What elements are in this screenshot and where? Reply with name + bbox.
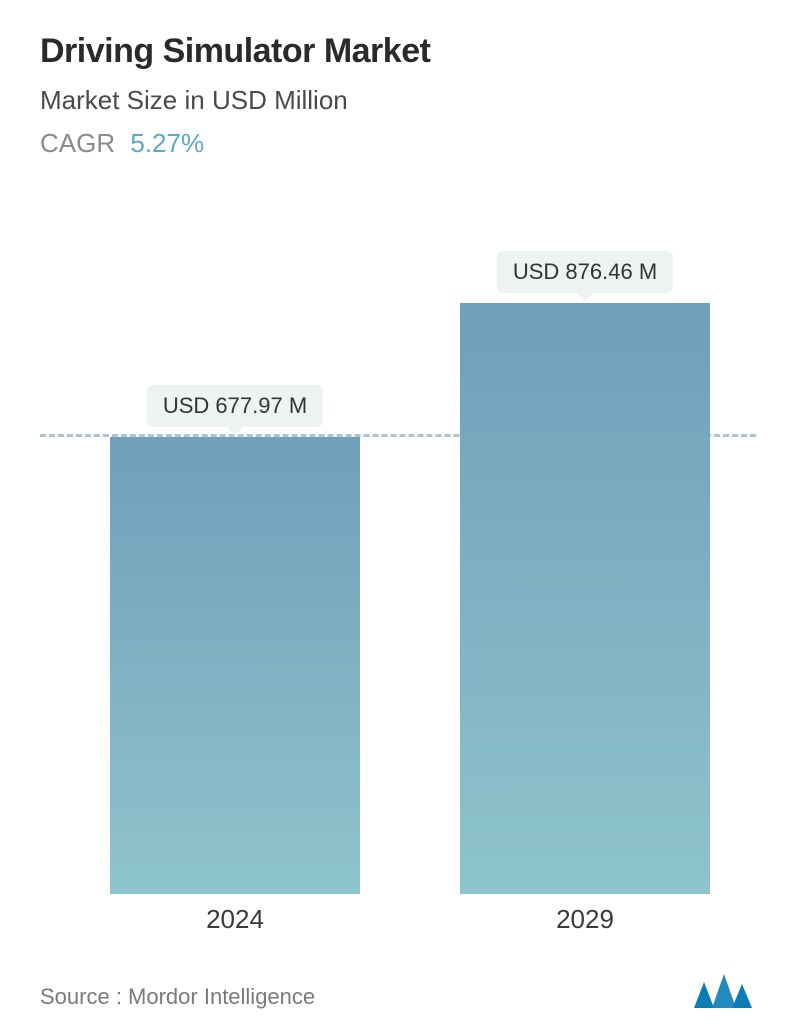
brand-logo-icon bbox=[692, 970, 756, 1010]
chart-header: Driving Simulator Market Market Size in … bbox=[0, 0, 796, 159]
chart-subtitle: Market Size in USD Million bbox=[40, 85, 756, 116]
chart-title: Driving Simulator Market bbox=[40, 32, 756, 71]
source-text: Source : Mordor Intelligence bbox=[40, 984, 315, 1010]
chart-footer: Source : Mordor Intelligence bbox=[40, 970, 756, 1010]
bar-2029: USD 876.46 M bbox=[460, 303, 710, 894]
x-axis-label: 2024 bbox=[206, 904, 264, 935]
bar-value-label: USD 876.46 M bbox=[497, 251, 673, 293]
cagr-value: 5.27% bbox=[130, 128, 204, 158]
cagr-label: CAGR bbox=[40, 128, 115, 158]
x-axis-labels: 2024 2029 bbox=[40, 904, 756, 944]
bar-value-label: USD 677.97 M bbox=[147, 385, 323, 427]
bar-fill bbox=[110, 437, 360, 894]
cagr-row: CAGR 5.27% bbox=[40, 128, 756, 159]
x-axis-label: 2029 bbox=[556, 904, 614, 935]
bar-2024: USD 677.97 M bbox=[110, 437, 360, 894]
bar-fill bbox=[460, 303, 710, 894]
chart-area: USD 677.97 M USD 876.46 M bbox=[40, 220, 756, 894]
